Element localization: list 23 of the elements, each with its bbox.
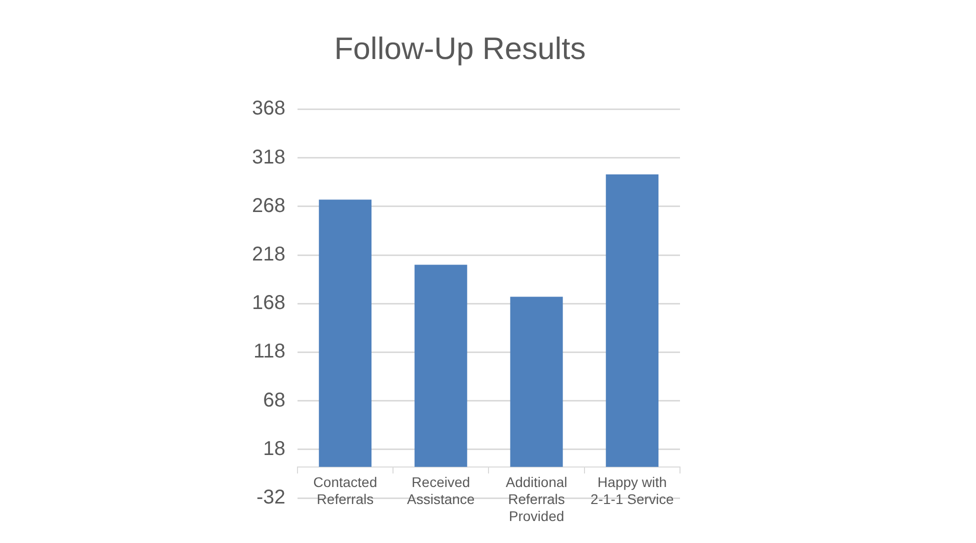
category-label: Contacted: [313, 474, 378, 490]
category-label: Received: [412, 474, 470, 490]
chart-title: Follow-Up Results: [334, 31, 586, 66]
y-tick-label: 268: [252, 194, 286, 217]
bar: [318, 200, 372, 467]
y-tick-label: 168: [252, 292, 286, 314]
category-label: Happy with: [598, 474, 667, 490]
y-tick-label: 318: [252, 146, 286, 168]
category-label: Referrals: [508, 490, 565, 507]
bar: [414, 264, 468, 467]
y-tick-label: 218: [252, 244, 286, 266]
category-label: Provided: [508, 508, 564, 524]
category-label: Referrals: [316, 490, 374, 507]
y-tick-label: 18: [263, 438, 286, 460]
category-label: Assistance: [407, 490, 475, 507]
bar: [606, 174, 658, 467]
category-label: 2-1-1 Service: [590, 490, 674, 507]
category-label: Additional: [506, 474, 568, 490]
y-tick-label: 118: [253, 340, 286, 363]
y-tick-label: 368: [252, 98, 286, 120]
y-tick-label: -32: [256, 486, 286, 509]
bar: [510, 296, 563, 467]
y-tick-label: 68: [263, 389, 286, 412]
